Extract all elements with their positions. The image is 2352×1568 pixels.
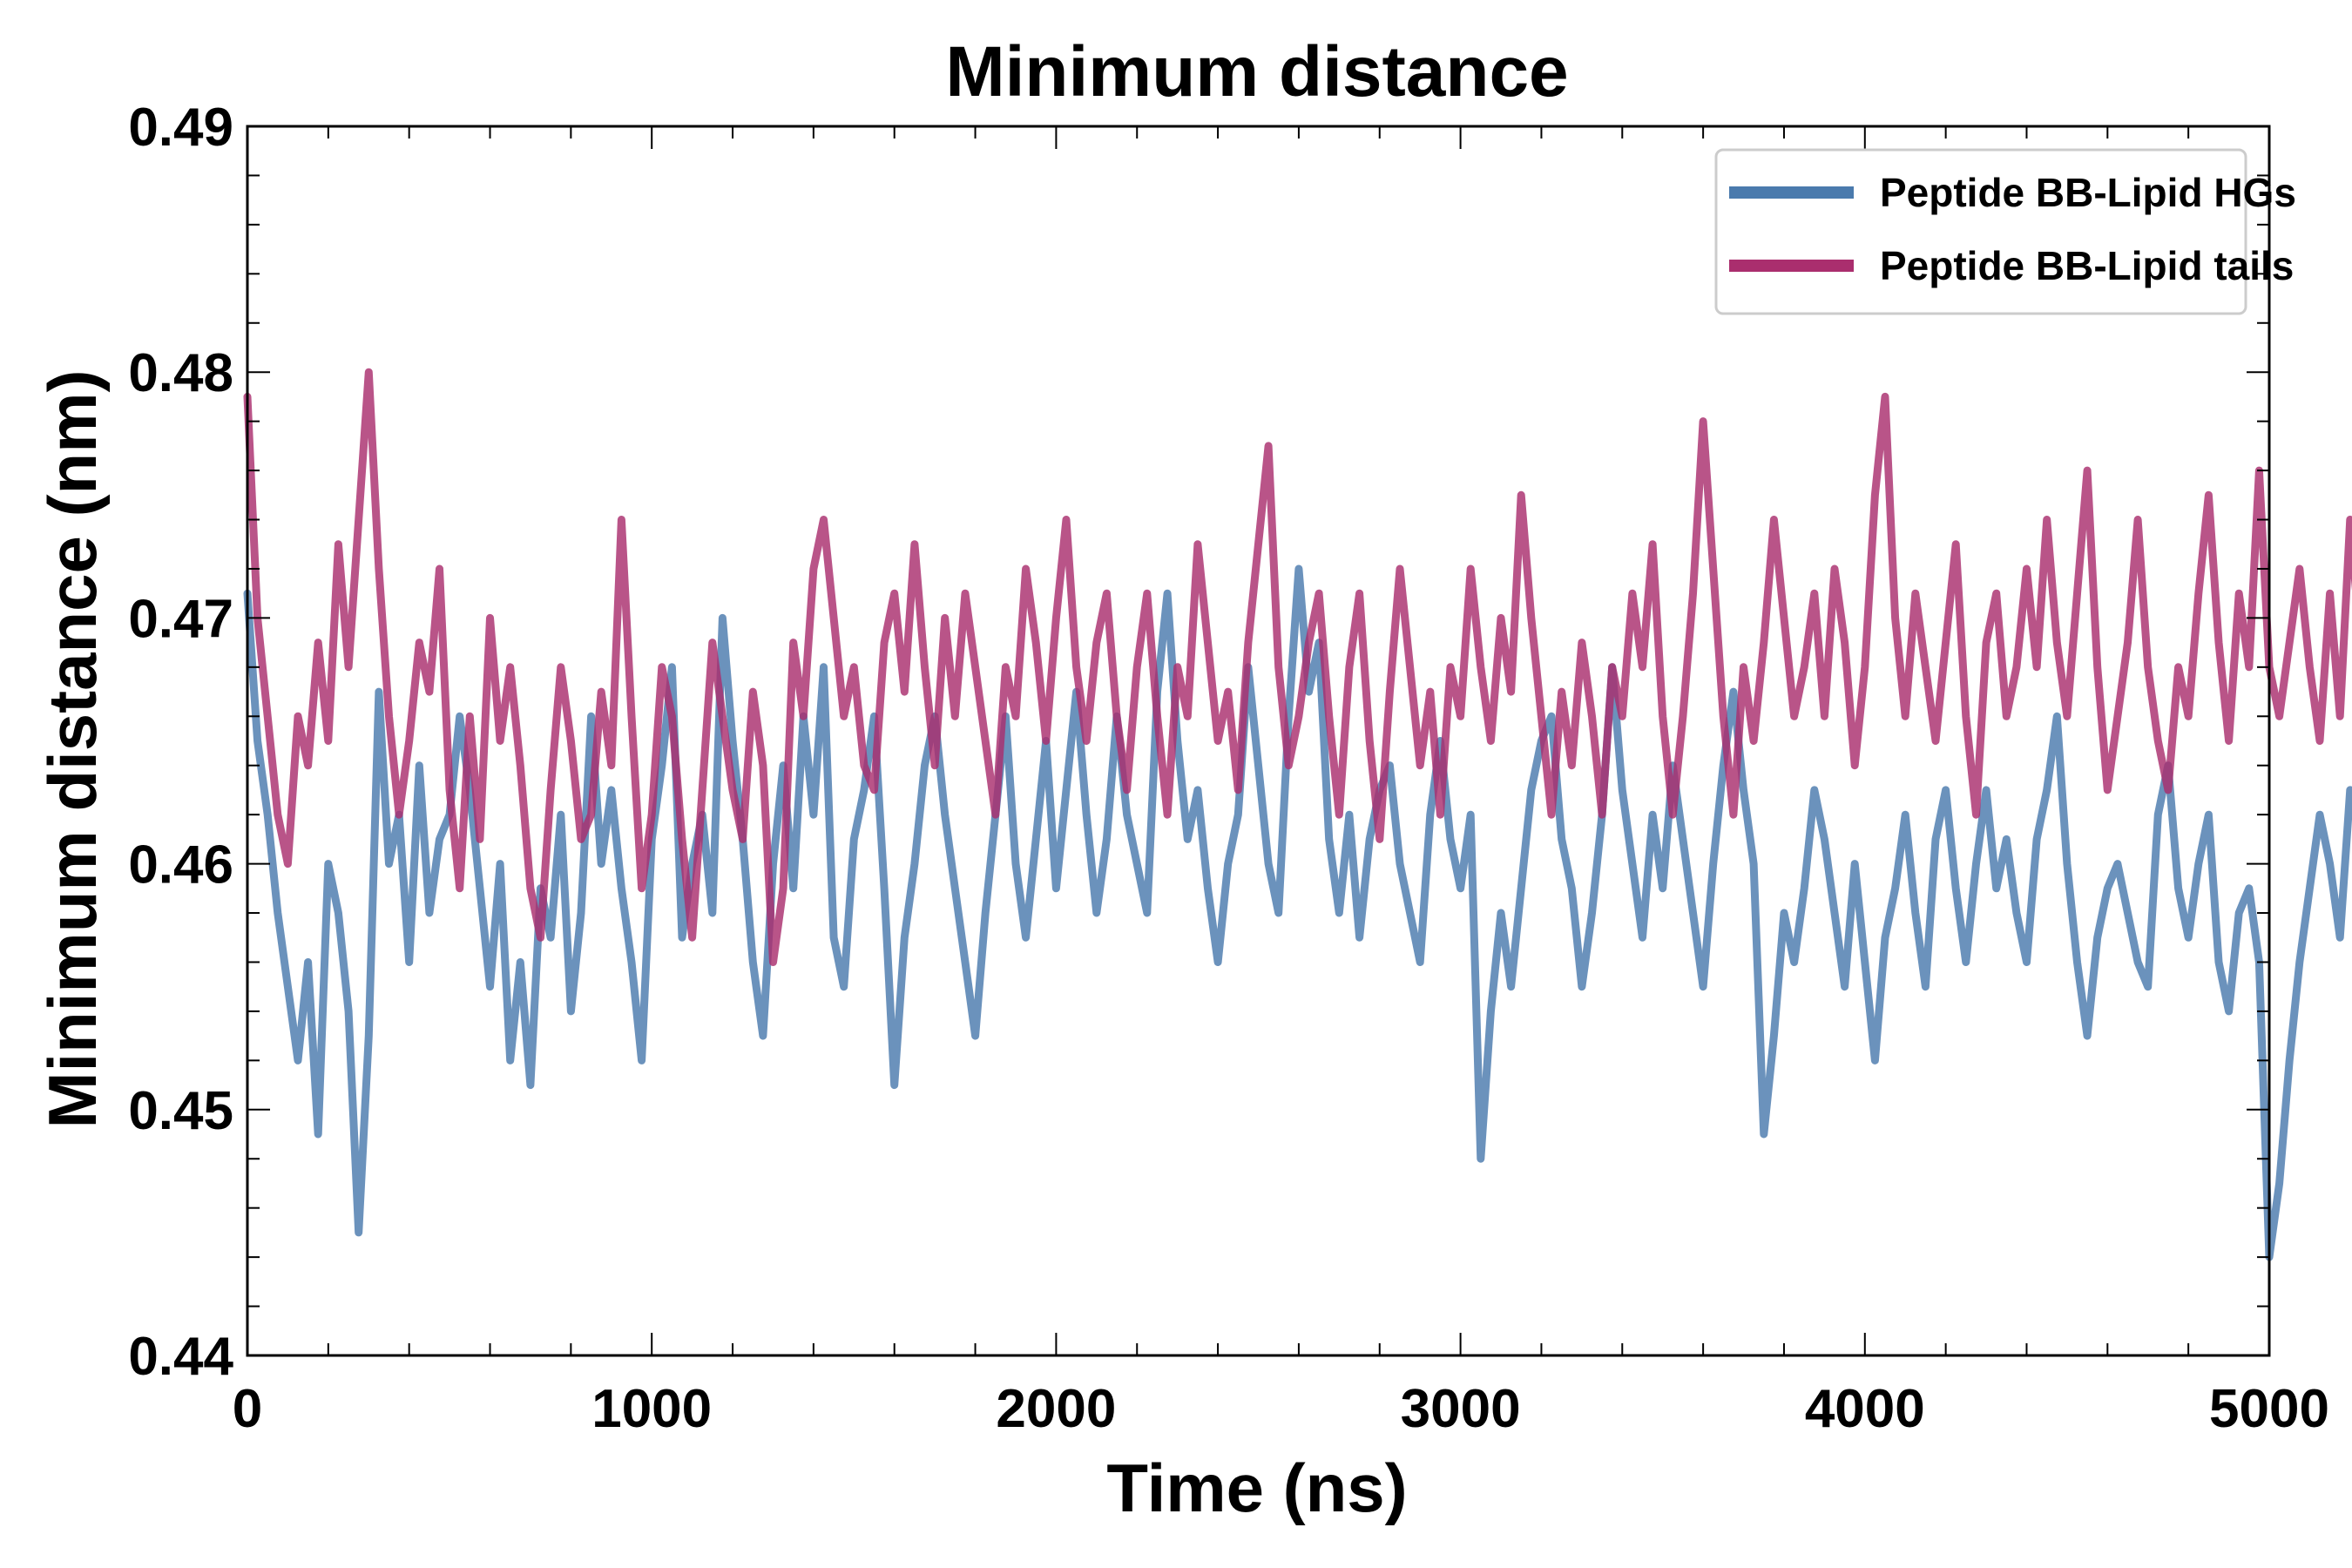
legend-label-2: Peptide BB-Lipid tails xyxy=(1880,243,2294,288)
series-line-2 xyxy=(243,368,2352,966)
x-tick-label: 3000 xyxy=(1401,1379,1521,1439)
y-tick-label: 0.45 xyxy=(128,1081,233,1141)
tick-labels: 0 1000 2000 3000 4000 5000 0.44 0.45 0.46 0.47 0.4… xyxy=(128,98,2329,1439)
x-tick-label: 1000 xyxy=(591,1379,712,1439)
x-tick-label: 4000 xyxy=(1805,1379,1925,1439)
x-tick-label: 0 xyxy=(233,1379,262,1439)
y-tick-label: 0.46 xyxy=(128,835,233,896)
x-axis-label: Time (ns) xyxy=(1106,1450,1407,1526)
y-tick-label: 0.44 xyxy=(128,1327,233,1387)
legend: Peptide BB-Lipid HGs Peptide BB-Lipid tai… xyxy=(1714,148,2296,315)
chart-title: Minimum distance xyxy=(945,32,1568,112)
y-tick-label: 0.49 xyxy=(128,98,233,158)
plot-series xyxy=(243,368,2352,1261)
y-tick-label: 0.47 xyxy=(128,589,233,649)
y-axis-label: Minimum distance (nm) xyxy=(34,369,111,1128)
legend-label-1: Peptide BB-Lipid HGs xyxy=(1880,170,2296,215)
x-tick-label: 2000 xyxy=(996,1379,1116,1439)
series-line-1 xyxy=(243,564,2352,1261)
plot-frame xyxy=(246,125,2271,1357)
x-tick-label: 5000 xyxy=(2209,1379,2329,1439)
y-tick-label: 0.48 xyxy=(128,343,233,403)
